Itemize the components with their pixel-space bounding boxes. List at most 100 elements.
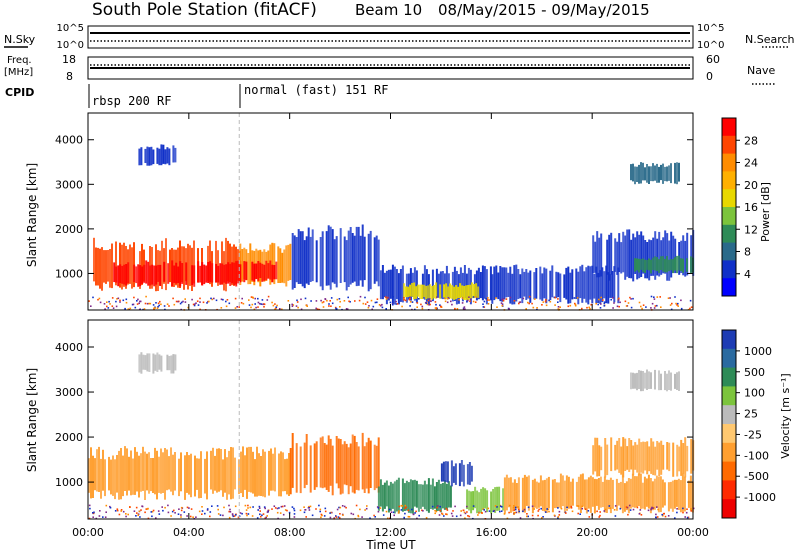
velocity-speckle: [139, 516, 141, 518]
power-speckle: [131, 303, 134, 306]
power-cell: [141, 243, 143, 285]
power-cell: [672, 235, 675, 273]
velocity-speckle: [581, 505, 584, 508]
power-cell: [347, 230, 350, 287]
velocity-speckle: [421, 509, 423, 512]
power-cell: [662, 237, 665, 274]
velocity-cell: [288, 453, 290, 496]
power-cell: [567, 266, 570, 304]
nave-label: Nave: [747, 64, 775, 77]
power-speckle: [401, 305, 403, 308]
velocity-speckle: [581, 507, 583, 510]
velocity-speckle: [228, 504, 230, 507]
power-cell: [638, 164, 640, 184]
power-speckle: [632, 297, 634, 300]
power-speckle: [330, 297, 333, 299]
power-speckle: [467, 299, 469, 302]
power-speckle: [177, 300, 179, 303]
velocity-cell: [543, 479, 546, 512]
velocity-speckle: [382, 514, 385, 516]
velocity-speckle: [576, 505, 578, 507]
velocity-speckle: [517, 506, 519, 508]
velocity-cell: [643, 476, 646, 510]
time-x-axis: 00:00 04:00 08:00 12:00 16:00 20:00 00:00: [72, 113, 709, 539]
power-speckle: [589, 307, 591, 310]
velocity-cell: [433, 486, 436, 509]
power-speckle: [143, 308, 146, 310]
power-patch-11: [630, 162, 680, 185]
power-speckle: [618, 297, 620, 300]
velocity-speckle: [393, 514, 395, 517]
power-speckle: [133, 296, 135, 299]
velocity-cell: [598, 445, 601, 477]
power-speckle: [426, 303, 429, 306]
velocity-cell: [474, 486, 477, 509]
power-speckle: [168, 305, 170, 307]
velocity-cell: [627, 478, 630, 514]
power-speckle: [136, 300, 138, 302]
velocity-cell: [651, 481, 654, 511]
velocity-speckle: [167, 511, 170, 514]
velocity-cell: [440, 463, 443, 482]
power-cell: [624, 235, 627, 280]
power-speckle: [472, 300, 475, 303]
power-cell: [279, 248, 282, 283]
power-speckle: [603, 302, 606, 305]
velocity-cell: [353, 435, 356, 494]
power-speckle: [192, 303, 195, 306]
velocity-cell: [128, 456, 130, 491]
power-cell: [634, 237, 637, 274]
velocity-cell: [441, 483, 444, 509]
power-speckle: [653, 298, 656, 300]
power-cell: [255, 263, 258, 280]
velocity-cell: [599, 476, 602, 508]
velocity-speckle: [514, 508, 517, 511]
power-speckle: [88, 300, 90, 302]
power-cell: [603, 271, 606, 299]
velocity-cell: [445, 483, 448, 510]
power-speckle: [625, 305, 628, 307]
velocity-cell: [579, 474, 582, 513]
velocity-speckle: [533, 508, 535, 510]
velocity-speckle: [547, 508, 550, 511]
xtick-label: 00:00: [72, 526, 104, 539]
velocity-cell: [419, 484, 422, 509]
noise-tick-right-1: 10^5: [697, 23, 724, 34]
velocity-speckle: [186, 506, 189, 509]
power-speckle: [618, 305, 620, 308]
velocity-speckle: [173, 509, 175, 512]
power-speckle: [213, 297, 215, 300]
velocity-cell: [349, 443, 352, 487]
power-speckle: [487, 297, 489, 299]
power-cell: [678, 255, 680, 271]
velocity-speckle: [338, 517, 341, 519]
velocity-speckle: [657, 508, 659, 511]
power-cell: [587, 265, 590, 305]
velocity-speckle: [541, 517, 543, 519]
velocity-cell: [595, 479, 598, 506]
power-cell: [515, 264, 518, 302]
power-colorbar-tick-label: 4: [744, 268, 751, 281]
power-cell: [668, 259, 670, 272]
velocity-cell: [569, 481, 572, 509]
power-speckle: [458, 298, 460, 301]
power-speckle: [653, 307, 656, 309]
power-speckle: [553, 296, 556, 299]
velocity-colorbar-tick-label: 500: [744, 366, 765, 379]
power-speckle: [461, 297, 464, 299]
power-cell: [467, 285, 470, 301]
power-speckle: [225, 305, 228, 308]
velocity-cell: [468, 462, 471, 485]
velocity-speckle: [397, 512, 400, 514]
velocity-cell: [533, 478, 536, 508]
power-cell: [431, 286, 434, 300]
power-speckle: [324, 298, 327, 301]
velocity-speckle: [439, 510, 442, 512]
velocity-speckle: [613, 509, 616, 511]
power-speckle: [469, 300, 471, 302]
power-cell: [257, 261, 260, 281]
power-cell: [652, 257, 654, 270]
velocity-speckle: [405, 506, 408, 509]
power-cell: [351, 233, 354, 283]
